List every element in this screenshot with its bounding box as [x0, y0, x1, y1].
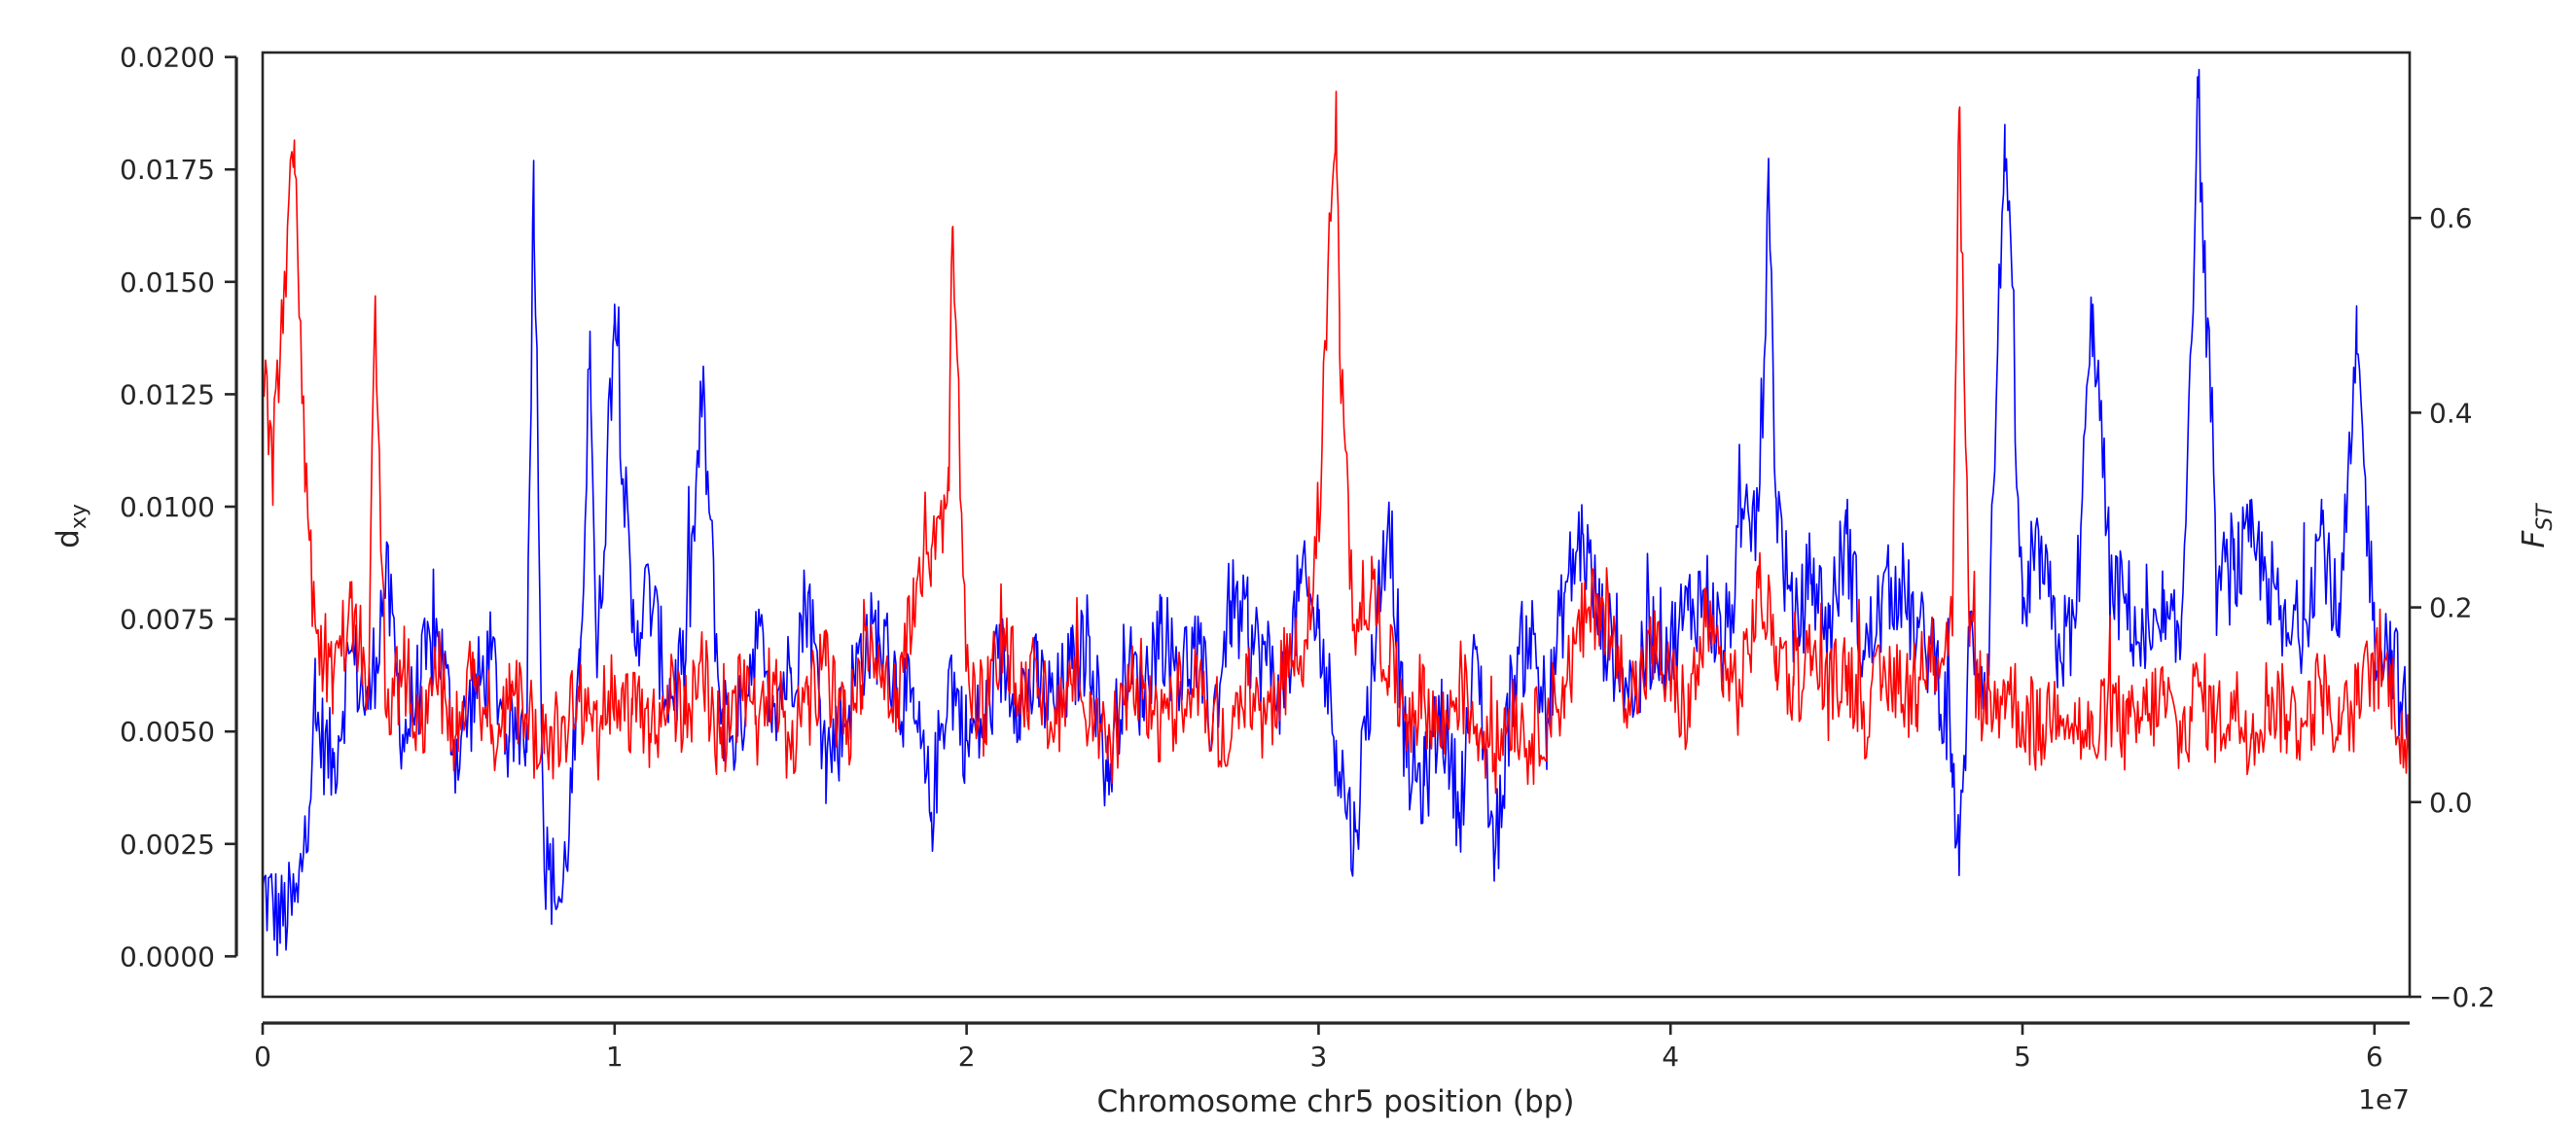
x-axis-tick-label: 1 [606, 1041, 624, 1073]
left-axis-label-sub: xy [67, 504, 91, 529]
right-axis-label-sub: ST [2533, 503, 2558, 531]
right-axis-label: FST [2517, 503, 2558, 548]
x-axis-tick-label: 6 [2366, 1041, 2383, 1073]
right-axis-tick-label: −0.2 [2429, 981, 2495, 1013]
left-axis-label: dxy [51, 504, 91, 548]
left-axis-tick-label: 0.0000 [120, 940, 215, 972]
x-axis: 0 1 2 3 4 5 6 [254, 1021, 2410, 1073]
left-axis-tick-label: 0.0025 [120, 829, 215, 861]
right-y-axis: −0.2 0.0 0.2 0.4 0.6 [2410, 202, 2495, 1013]
right-axis-tick-label: 0.2 [2429, 592, 2473, 624]
right-axis-tick-label: 0.0 [2429, 787, 2473, 819]
x-axis-tick-label: 0 [254, 1041, 271, 1073]
dxy-series-line [262, 68, 2411, 957]
x-axis-tick-label: 3 [1309, 1041, 1327, 1073]
left-axis-tick-label: 0.0075 [120, 604, 215, 636]
right-axis-tick-label: 0.4 [2429, 397, 2473, 429]
left-axis-tick-label: 0.0050 [120, 716, 215, 748]
left-axis-tick-label: 0.0150 [120, 266, 215, 299]
x-axis-tick-label: 4 [1662, 1041, 1679, 1073]
fst-series-line [262, 90, 2411, 795]
series-layer [262, 68, 2411, 957]
left-axis-tick-label: 0.0125 [120, 378, 215, 410]
x-axis-offset-label: 1e7 [2358, 1083, 2410, 1115]
x-axis-label: Chromosome chr5 position (bp) [1097, 1084, 1575, 1119]
right-axis-tick-label: 0.6 [2429, 202, 2473, 234]
plot-frame [261, 51, 2412, 999]
left-axis-tick-label: 0.0175 [120, 154, 215, 186]
right-axis-label-main: F [2517, 530, 2552, 548]
x-axis-tick-label: 5 [2014, 1041, 2031, 1073]
left-axis-label-main: d [51, 529, 86, 548]
left-y-axis: 0.0000 0.0025 0.0050 0.0075 0.0100 0.0125 0.01… [120, 42, 238, 972]
left-axis-tick-label: 0.0200 [120, 42, 215, 74]
x-axis-tick-label: 2 [958, 1041, 976, 1073]
left-axis-tick-label: 0.0100 [120, 491, 215, 523]
